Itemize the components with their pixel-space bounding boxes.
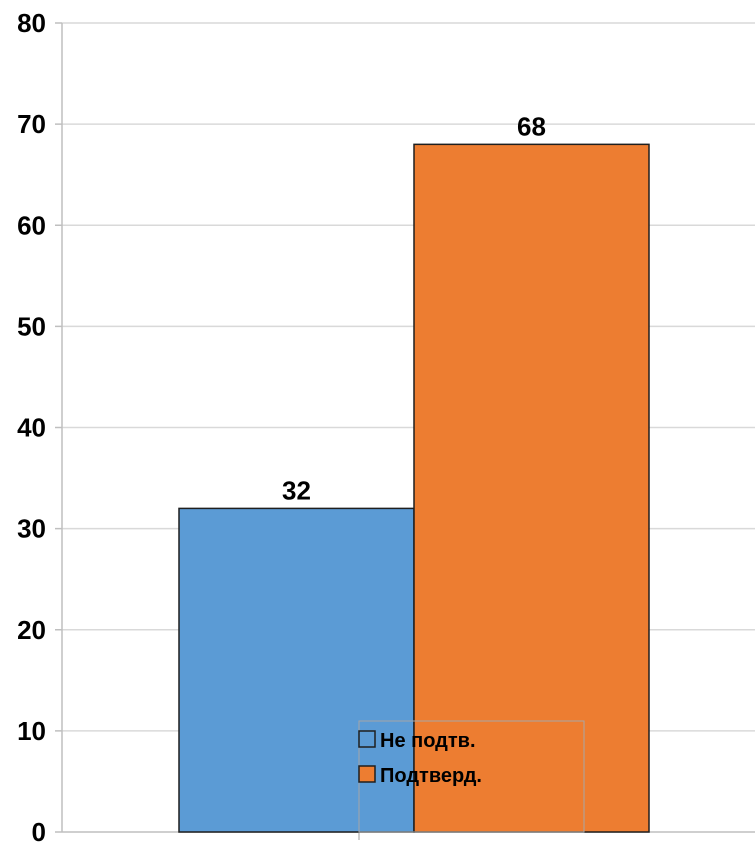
data-label: 32	[282, 475, 311, 505]
bar-podtverd	[413, 143, 650, 833]
legend-label: Подтверд.	[380, 765, 482, 787]
y-tick-label: 30	[17, 514, 46, 544]
legend-swatch	[358, 730, 376, 748]
y-tick-label: 80	[17, 8, 46, 38]
data-labels: 32 68	[282, 111, 546, 505]
data-label: 68	[517, 111, 546, 141]
y-tick-label: 40	[17, 413, 46, 443]
y-tick-label: 10	[17, 716, 46, 746]
legend-swatch	[358, 765, 376, 783]
bar-ne-podtv	[178, 507, 415, 833]
y-tick-label: 60	[17, 210, 46, 240]
y-tick-label: 0	[32, 817, 46, 845]
y-tick-label: 50	[17, 311, 46, 341]
y-tick-label: 20	[17, 615, 46, 645]
legend: Не подтв. Подтверд.	[358, 720, 585, 833]
bars	[178, 143, 650, 833]
y-tick-label: 70	[17, 109, 46, 139]
legend-label: Не подтв.	[380, 730, 476, 752]
axes: 0 10 20 30 40 50 60 70 80	[17, 8, 755, 845]
